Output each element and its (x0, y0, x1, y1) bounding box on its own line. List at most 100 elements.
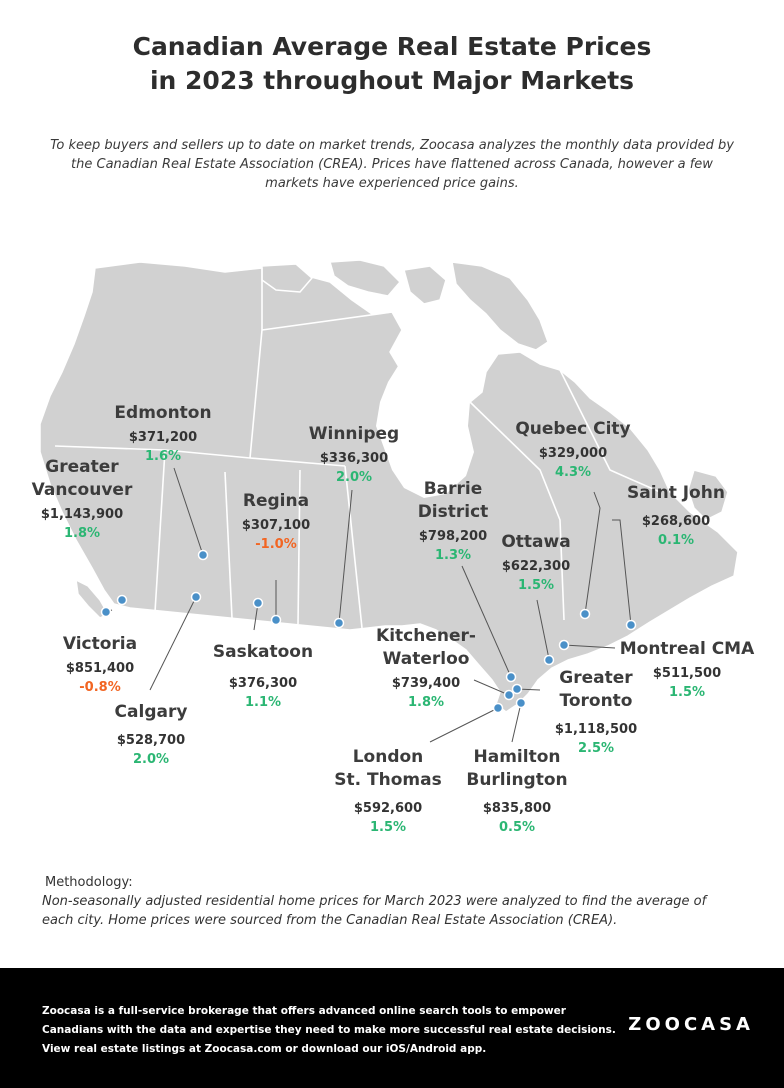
city-name: Vancouver (31, 480, 133, 500)
city-label-montreal: Montreal CMA $511,500 1.5% (612, 638, 762, 702)
city-change: 1.1% (244, 695, 282, 710)
footer-text: Zoocasa is a full-service brokerage that… (42, 1002, 632, 1059)
city-price: $528,700 (116, 733, 186, 748)
page-title: Canadian Average Real Estate Prices in 2… (0, 30, 784, 98)
city-price: $592,600 (353, 801, 423, 816)
city-label-edmonton: Edmonton $371,200 1.6% (103, 402, 223, 466)
city-price: $798,200 (418, 529, 488, 544)
city-name: Burlington (466, 770, 568, 790)
city-name: Saint John (627, 483, 725, 503)
city-change: 2.5% (577, 741, 615, 756)
city-price: $371,200 (128, 430, 198, 445)
city-name: Winnipeg (308, 424, 400, 444)
zoocasa-logo: ZOOCASA (628, 1014, 754, 1035)
city-change: 1.5% (517, 578, 555, 593)
marker-saintjohn (625, 619, 637, 631)
leader-line (612, 519, 632, 626)
city-change: 1.3% (434, 548, 472, 563)
city-change: -0.8% (79, 680, 121, 695)
footer-line-1: Zoocasa is a full-service brokerage that… (42, 1005, 566, 1017)
city-price: $511,500 (652, 666, 722, 681)
methodology-text: each city. Home prices were sourced from… (42, 913, 618, 928)
city-price: $851,400 (65, 661, 135, 676)
city-name: Quebec City (515, 419, 631, 439)
city-label-ottawa: Ottawa $622,300 1.5% (476, 531, 596, 595)
arctic-island-shape (403, 265, 447, 305)
marker-vancouver (116, 594, 128, 606)
city-label-saintjohn: Saint John $268,600 0.1% (606, 482, 746, 550)
leader-line (338, 489, 353, 624)
border-line (224, 471, 233, 619)
border-line (559, 369, 661, 493)
city-price: $329,000 (538, 446, 608, 461)
marker-barrie (505, 671, 517, 683)
leader-line (563, 644, 616, 649)
city-label-calgary: Calgary $528,700 2.0% (91, 701, 211, 769)
city-name: Hamilton (473, 747, 561, 767)
footer-line-2: Canadians with the data and expertise th… (42, 1024, 616, 1036)
city-name: Saskatoon (212, 642, 314, 662)
city-label-barrie: Barrie District $798,200 1.3% (393, 478, 513, 565)
city-change: 2.0% (335, 470, 373, 485)
city-name: St. Thomas (334, 770, 442, 790)
border-line (297, 469, 301, 625)
city-name: Regina (242, 491, 310, 511)
city-name: Victoria (62, 634, 138, 654)
marker-calgary (190, 591, 202, 603)
leader-line (536, 599, 550, 660)
border-line (469, 401, 565, 621)
arctic-island-shape (329, 259, 401, 297)
border-line (54, 445, 346, 467)
title-line-1: Canadian Average Real Estate Prices (132, 32, 652, 61)
marker-kitchener (503, 689, 515, 701)
city-label-london: London St. Thomas $592,600 1.5% (318, 746, 458, 837)
leader-line (149, 596, 197, 691)
border-line (261, 311, 393, 331)
border-line (154, 449, 166, 613)
city-change: 1.5% (668, 685, 706, 700)
marker-ottawa (543, 654, 555, 666)
leader-line (473, 679, 510, 696)
city-name: Waterloo (382, 649, 470, 669)
city-price: $739,400 (391, 676, 461, 691)
footer-line-3: View real estate listings at Zoocasa.com… (42, 1043, 487, 1055)
leader-line (511, 702, 522, 743)
city-label-vancouver: Greater Vancouver $1,143,900 1.8% (22, 456, 142, 543)
city-label-quebec: Quebec City $329,000 4.3% (503, 418, 643, 482)
leader-line (584, 491, 601, 615)
city-change: 0.5% (498, 820, 536, 835)
intro-text: To keep buyers and sellers up to date on… (36, 136, 748, 193)
city-price: $1,143,900 (40, 507, 124, 522)
city-name: Barrie (423, 479, 483, 499)
city-change: 1.5% (369, 820, 407, 835)
border-line (344, 465, 363, 629)
canada-map (39, 259, 739, 743)
newfoundland-shape (687, 469, 729, 521)
title-line-2: in 2023 throughout Major Markets (149, 66, 635, 95)
city-label-kitchener: Kitchener- Waterloo $739,400 1.8% (366, 625, 486, 712)
leader-line (173, 467, 204, 556)
city-name: Montreal CMA (619, 639, 755, 659)
city-change: 1.6% (144, 449, 182, 464)
marker-winnipeg (333, 617, 345, 629)
city-price: $835,800 (482, 801, 552, 816)
city-label-toronto: Greater Toronto $1,118,500 2.5% (536, 667, 656, 758)
marker-edmonton (197, 549, 209, 561)
city-name: Greater (559, 668, 633, 688)
marker-toronto (511, 683, 523, 695)
city-label-saskatoon: Saskatoon $376,300 1.1% (193, 641, 333, 712)
leader-line (429, 707, 499, 743)
city-name: Kitchener- (376, 626, 476, 646)
city-label-winnipeg: Winnipeg $336,300 2.0% (294, 423, 414, 487)
city-change: 1.8% (63, 526, 101, 541)
hudson-bay-shape (376, 360, 474, 498)
marker-hamilton (515, 697, 527, 709)
methodology-heading: Methodology: (45, 875, 133, 890)
city-name: Greater (45, 457, 119, 477)
city-name: Calgary (114, 702, 188, 722)
city-label-victoria: Victoria $851,400 -0.8% (40, 633, 160, 697)
city-change: 1.8% (407, 695, 445, 710)
city-price: $336,300 (319, 451, 389, 466)
marker-quebec (579, 608, 591, 620)
city-change: 0.1% (657, 533, 695, 548)
